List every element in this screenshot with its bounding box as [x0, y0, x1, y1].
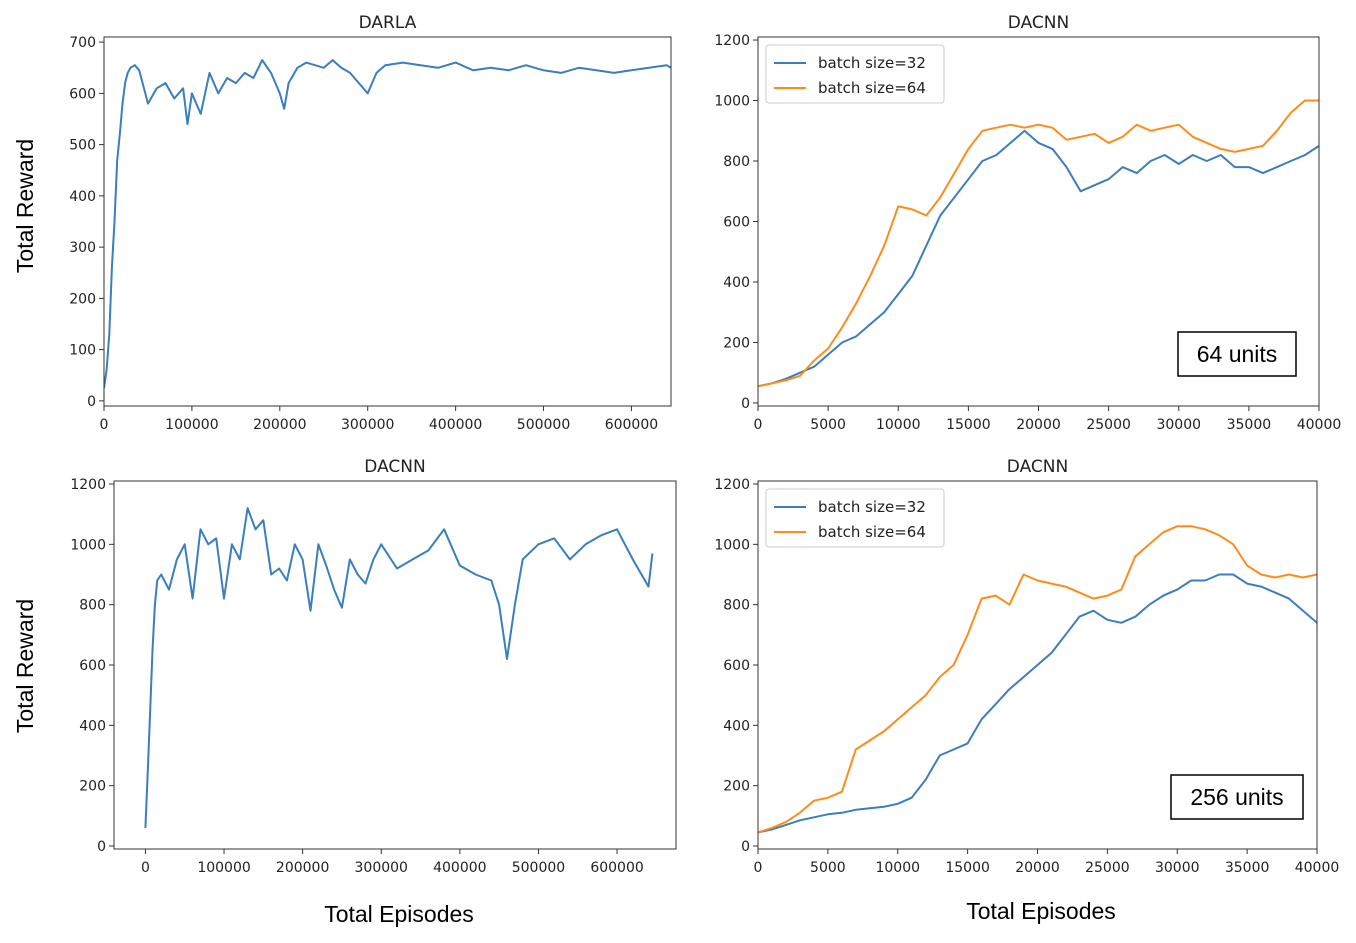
x-tick-label: 40000: [1295, 860, 1340, 876]
y-tick-label: 0: [97, 839, 106, 855]
chart-title: DARLA: [359, 13, 417, 33]
x-tick-label: 400000: [429, 417, 482, 433]
y-tick-label: 200: [723, 335, 750, 351]
y-tick-label: 400: [69, 189, 96, 205]
annotation-frame: [1177, 331, 1297, 377]
series-line-batch-size-32: [758, 129, 1319, 388]
y-tick-label: 0: [741, 839, 750, 855]
y-tick-label: 0: [741, 396, 750, 412]
annotation-box: 256 units: [1170, 774, 1304, 820]
chart-panel-1: 0 100000 200000 300000 400000 500000 600000 0 10…: [69, 13, 672, 433]
y-tick-label: 600: [79, 658, 106, 674]
y-tick-label: 1200: [714, 477, 750, 493]
chart-panel-4: 0 5000 10000 15000 20000 25000 30000 35000 40000…: [714, 457, 1339, 876]
y-tick-label: 1200: [714, 33, 750, 49]
chart-panel-3: 0 100000 200000 300000 400000 500000 600000 0 20…: [70, 457, 677, 876]
legend-label: batch size=32: [818, 498, 926, 516]
y-tick-label: 400: [723, 718, 750, 734]
y-tick-label: 600: [723, 658, 750, 674]
y-tick-label: 200: [69, 291, 96, 307]
legend: batch size=32 batch size=64: [765, 44, 945, 104]
y-tick-label: 1000: [714, 94, 750, 110]
x-tick-label: 15000: [946, 417, 991, 433]
ylabel-bottom: Total Reward: [12, 599, 38, 733]
annotation-frame: [1170, 774, 1304, 820]
y-tick-label: 200: [79, 779, 106, 795]
chart-title: DACNN: [1007, 457, 1068, 477]
x-tick-label: 40000: [1297, 417, 1342, 433]
y-tick-label: 0: [87, 394, 96, 410]
annotation-label: 256 units: [1190, 784, 1283, 810]
x-tick-label: 300000: [341, 417, 394, 433]
ylabel-top: Total Reward: [12, 139, 38, 273]
x-tick-label: 100000: [165, 417, 218, 433]
x-tick-label: 10000: [876, 417, 921, 433]
x-tick-label: 35000: [1225, 860, 1270, 876]
legend-box: [765, 488, 945, 548]
x-tick-label: 200000: [253, 417, 306, 433]
x-tick-label: 500000: [512, 860, 565, 876]
y-tick-label: 700: [69, 35, 96, 51]
series-line-batch-size-32: [758, 573, 1317, 834]
annotation-label: 64 units: [1197, 341, 1278, 367]
x-tick-label: 35000: [1227, 417, 1272, 433]
series-line-batch-size-64: [758, 99, 1319, 388]
legend-label: batch size=64: [818, 79, 926, 97]
plot-frame: [113, 480, 677, 850]
y-tick-label: 200: [723, 779, 750, 795]
x-tick-label: 500000: [517, 417, 570, 433]
plot-frame: [103, 36, 672, 407]
legend-box: [765, 44, 945, 104]
x-tick-label: 0: [100, 417, 109, 433]
y-tick-label: 800: [79, 598, 106, 614]
y-tick-label: 800: [723, 598, 750, 614]
chart-title: DACNN: [1008, 13, 1069, 33]
x-tick-label: 30000: [1155, 860, 1200, 876]
series-line-1: [104, 59, 671, 389]
y-tick-label: 400: [79, 718, 106, 734]
x-tick-label: 25000: [1086, 417, 1131, 433]
y-tick-label: 600: [69, 86, 96, 102]
y-tick-label: 100: [69, 343, 96, 359]
x-tick-label: 30000: [1156, 417, 1201, 433]
y-tick-label: 600: [723, 215, 750, 231]
x-tick-label: 600000: [605, 417, 658, 433]
chart-title: DACNN: [364, 457, 425, 477]
x-tick-label: 400000: [433, 860, 486, 876]
legend-label: batch size=32: [818, 54, 926, 72]
y-tick-label: 400: [723, 275, 750, 291]
xlabel-right: Total Episodes: [966, 898, 1116, 924]
y-tick-label: 500: [69, 138, 96, 154]
x-tick-label: 15000: [945, 860, 990, 876]
y-tick-label: 1200: [70, 477, 106, 493]
x-tick-label: 300000: [355, 860, 408, 876]
xlabel-left: Total Episodes: [324, 901, 474, 927]
x-tick-label: 0: [754, 860, 763, 876]
x-tick-label: 0: [141, 860, 150, 876]
x-tick-label: 25000: [1085, 860, 1130, 876]
y-tick-label: 1000: [70, 537, 106, 553]
series-line-1: [144, 507, 654, 828]
annotation-box: 64 units: [1177, 331, 1297, 377]
x-tick-label: 200000: [276, 860, 329, 876]
x-tick-label: 10000: [875, 860, 920, 876]
x-tick-label: 20000: [1016, 417, 1061, 433]
y-tick-label: 300: [69, 240, 96, 256]
chart-panel-2: 0 5000 10000 15000 20000 25000 30000 35000 40000…: [714, 13, 1341, 433]
x-tick-label: 20000: [1015, 860, 1060, 876]
legend: batch size=32 batch size=64: [765, 488, 945, 548]
x-tick-label: 5000: [810, 860, 846, 876]
x-tick-label: 0: [754, 417, 763, 433]
x-tick-label: 100000: [197, 860, 250, 876]
x-tick-label: 600000: [590, 860, 643, 876]
y-tick-label: 800: [723, 154, 750, 170]
x-tick-label: 5000: [810, 417, 846, 433]
y-tick-label: 1000: [714, 537, 750, 553]
legend-label: batch size=64: [818, 523, 926, 541]
series-line-batch-size-64: [758, 525, 1317, 834]
